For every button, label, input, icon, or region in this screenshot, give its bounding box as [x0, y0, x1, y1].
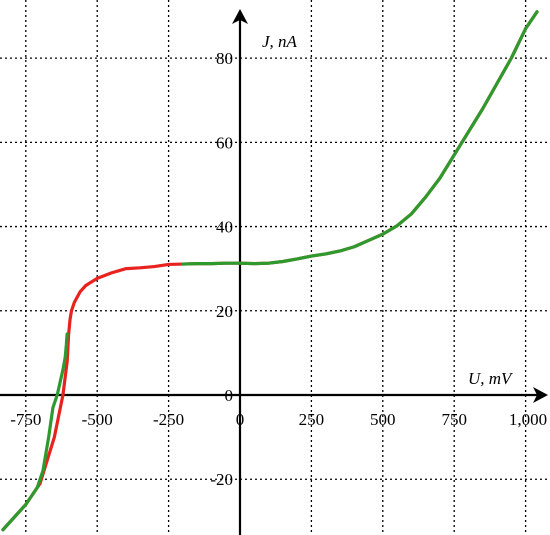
series-line-3 — [181, 10, 539, 266]
y-tick-label: 0 — [225, 386, 234, 405]
y-tick-label: 80 — [216, 49, 233, 68]
x-tick-label: -750 — [10, 410, 41, 429]
x-tick-label: 1,000 — [509, 410, 547, 429]
y-axis-label: J, nA — [262, 32, 298, 51]
x-axis-label: U, mV — [468, 369, 514, 388]
x-tick-label: 0 — [236, 410, 245, 429]
x-axis-arrow — [533, 387, 548, 403]
tick-labels: -750 -500 -250 0 250 500 750 1,000 -20 0 20 40 60 80 — [10, 49, 547, 489]
x-tick-label: -250 — [153, 410, 184, 429]
series-group — [1, 10, 539, 532]
series-line-1 — [1, 10, 539, 532]
y-tick-label: 40 — [216, 218, 233, 237]
y-tick-label: -20 — [210, 470, 233, 489]
x-tick-label: 250 — [299, 410, 325, 429]
y-axis-arrow — [232, 9, 248, 24]
x-tick-label: 500 — [370, 410, 396, 429]
y-tick-label: 20 — [216, 302, 233, 321]
y-tick-label: 60 — [216, 133, 233, 152]
series-line-2 — [1, 332, 69, 532]
x-tick-label: 750 — [441, 410, 467, 429]
axes — [0, 9, 548, 535]
x-tick-label: -500 — [82, 410, 113, 429]
